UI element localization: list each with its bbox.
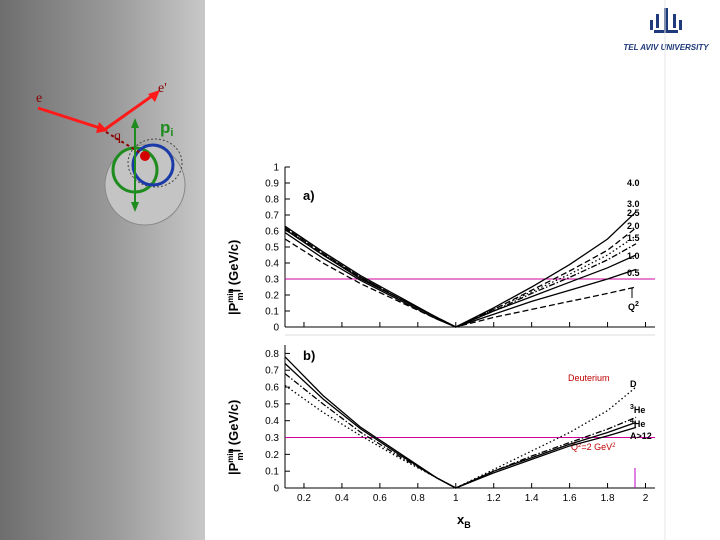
ytick-label-0-10: 1 xyxy=(273,163,279,174)
annot-deuterium: Deuterium xyxy=(568,373,610,383)
series-label-0-6: 0.5 xyxy=(627,268,640,278)
series-label-0-5: 1.0 xyxy=(627,251,640,261)
ytick-label-0-4: 0.4 xyxy=(265,259,279,270)
legend-q2-title: Q2 xyxy=(628,301,639,312)
series-label-0-4: 1.5 xyxy=(627,233,640,243)
series-label-1-3: A>12 xyxy=(630,431,652,441)
xtick-label-5: 1.2 xyxy=(487,493,501,504)
series-label-0-0: 4.0 xyxy=(627,178,640,188)
series-label-0-1: 3.0 xyxy=(627,199,640,209)
series-line-0-2 xyxy=(284,227,637,328)
ytick-label-0-2: 0.2 xyxy=(265,291,279,302)
xtick-label-7: 1.6 xyxy=(563,493,577,504)
ytick-label-1-3: 0.3 xyxy=(265,433,279,444)
annot-q2: Q2=2 GeV2 xyxy=(571,442,616,452)
xtick-label-1: 0.4 xyxy=(335,493,349,504)
label-e-out: e' xyxy=(158,81,167,96)
series-label-0-3: 2.0 xyxy=(627,221,640,231)
university-logo: TEL AVIV UNIVERSITY xyxy=(623,8,709,52)
label-p: pi xyxy=(160,118,173,139)
xtick-label-6: 1.4 xyxy=(525,493,539,504)
ytick-label-0-8: 0.8 xyxy=(265,195,279,206)
logo-text: TEL AVIV UNIVERSITY xyxy=(623,43,709,52)
ytick-label-1-0: 0 xyxy=(273,484,279,495)
ytick-label-0-6: 0.6 xyxy=(265,227,279,238)
label-q: q xyxy=(114,129,121,144)
axis-frame-top xyxy=(284,167,655,328)
proton-down-arrowhead xyxy=(131,202,139,212)
ytick-label-0-3: 0.3 xyxy=(265,275,279,286)
electron-in-line xyxy=(37,106,101,130)
chart-area: a) b) |Pminm| (GeV/c) |Pminm| (GeV/c) xB… xyxy=(226,0,666,540)
interaction-vertex xyxy=(140,151,150,161)
ytick-label-0-5: 0.5 xyxy=(265,243,279,254)
series-label-1-1: 3He xyxy=(630,404,645,415)
series-label-1-2: 4He xyxy=(630,418,645,429)
series-line-0-4 xyxy=(284,228,637,328)
plot-layer: 0 0.1 0.2 0.3 0.4 0.5 0.6 0.7 0.8 0.9 1 4.0 3.02.5 2.… xyxy=(265,163,655,504)
nucleon-dotted-ellipse xyxy=(127,138,183,188)
ytick-label-1-6: 0.6 xyxy=(265,383,279,394)
ytick-label-1-7: 0.7 xyxy=(265,366,279,377)
ytick-label-1-2: 0.2 xyxy=(265,450,279,461)
tel-aviv-university-emblem-icon xyxy=(650,8,682,33)
label-e-in: e xyxy=(36,91,42,106)
ytick-label-0-0: 0 xyxy=(273,323,279,334)
ytick-label-1-1: 0.1 xyxy=(265,467,279,478)
proton-up-arrowhead xyxy=(131,118,139,128)
ytick-label-0-1: 0.1 xyxy=(265,307,279,318)
series-line-1-1 xyxy=(284,373,637,489)
electron-out-line xyxy=(103,94,153,132)
xtick-label-2: 0.6 xyxy=(373,493,387,504)
panel-label-a: a) xyxy=(303,188,315,203)
xtick-label-3: 0.8 xyxy=(411,493,425,504)
series-line-1-3 xyxy=(284,356,637,489)
ylabel-top: |Pminm| (GeV/c) xyxy=(226,240,245,315)
series-label-0-2: 2.5 xyxy=(627,208,640,218)
series-line-0-6 xyxy=(284,238,637,328)
virtual-photon-line xyxy=(105,131,143,155)
series-label-1-0: D xyxy=(630,379,637,389)
xtick-label-8: 1.8 xyxy=(601,493,615,504)
panel-label-b: b) xyxy=(303,348,315,363)
label-p-main: p xyxy=(160,118,170,137)
xtick-label-9: 2 xyxy=(643,493,649,504)
nucleon-blue-circle xyxy=(131,143,175,187)
series-line-0-0 xyxy=(284,211,637,328)
ytick-label-1-8: 0.8 xyxy=(265,349,279,360)
background-panel xyxy=(0,0,205,540)
series-line-1-0 xyxy=(284,384,637,489)
series-line-0-3 xyxy=(284,228,637,328)
xtick-label-4: 1 xyxy=(453,493,459,504)
label-p-sub: i xyxy=(170,127,173,139)
ytick-label-1-4: 0.4 xyxy=(265,416,279,427)
scattering-diagram: e e' q pi xyxy=(36,81,186,226)
series-line-0-5 xyxy=(284,232,637,328)
ytick-label-1-5: 0.5 xyxy=(265,399,279,410)
ylabel-bottom: |Pminm| (GeV/c) xyxy=(226,400,245,475)
xtick-label-0: 0.2 xyxy=(297,493,311,504)
ytick-label-0-7: 0.7 xyxy=(265,211,279,222)
ytick-label-0-9: 0.9 xyxy=(265,179,279,190)
nucleus-circle xyxy=(104,144,186,226)
electron-out-arrowhead xyxy=(148,90,160,102)
axis-frame-bottom xyxy=(284,345,655,489)
xlabel: xB xyxy=(457,512,471,530)
